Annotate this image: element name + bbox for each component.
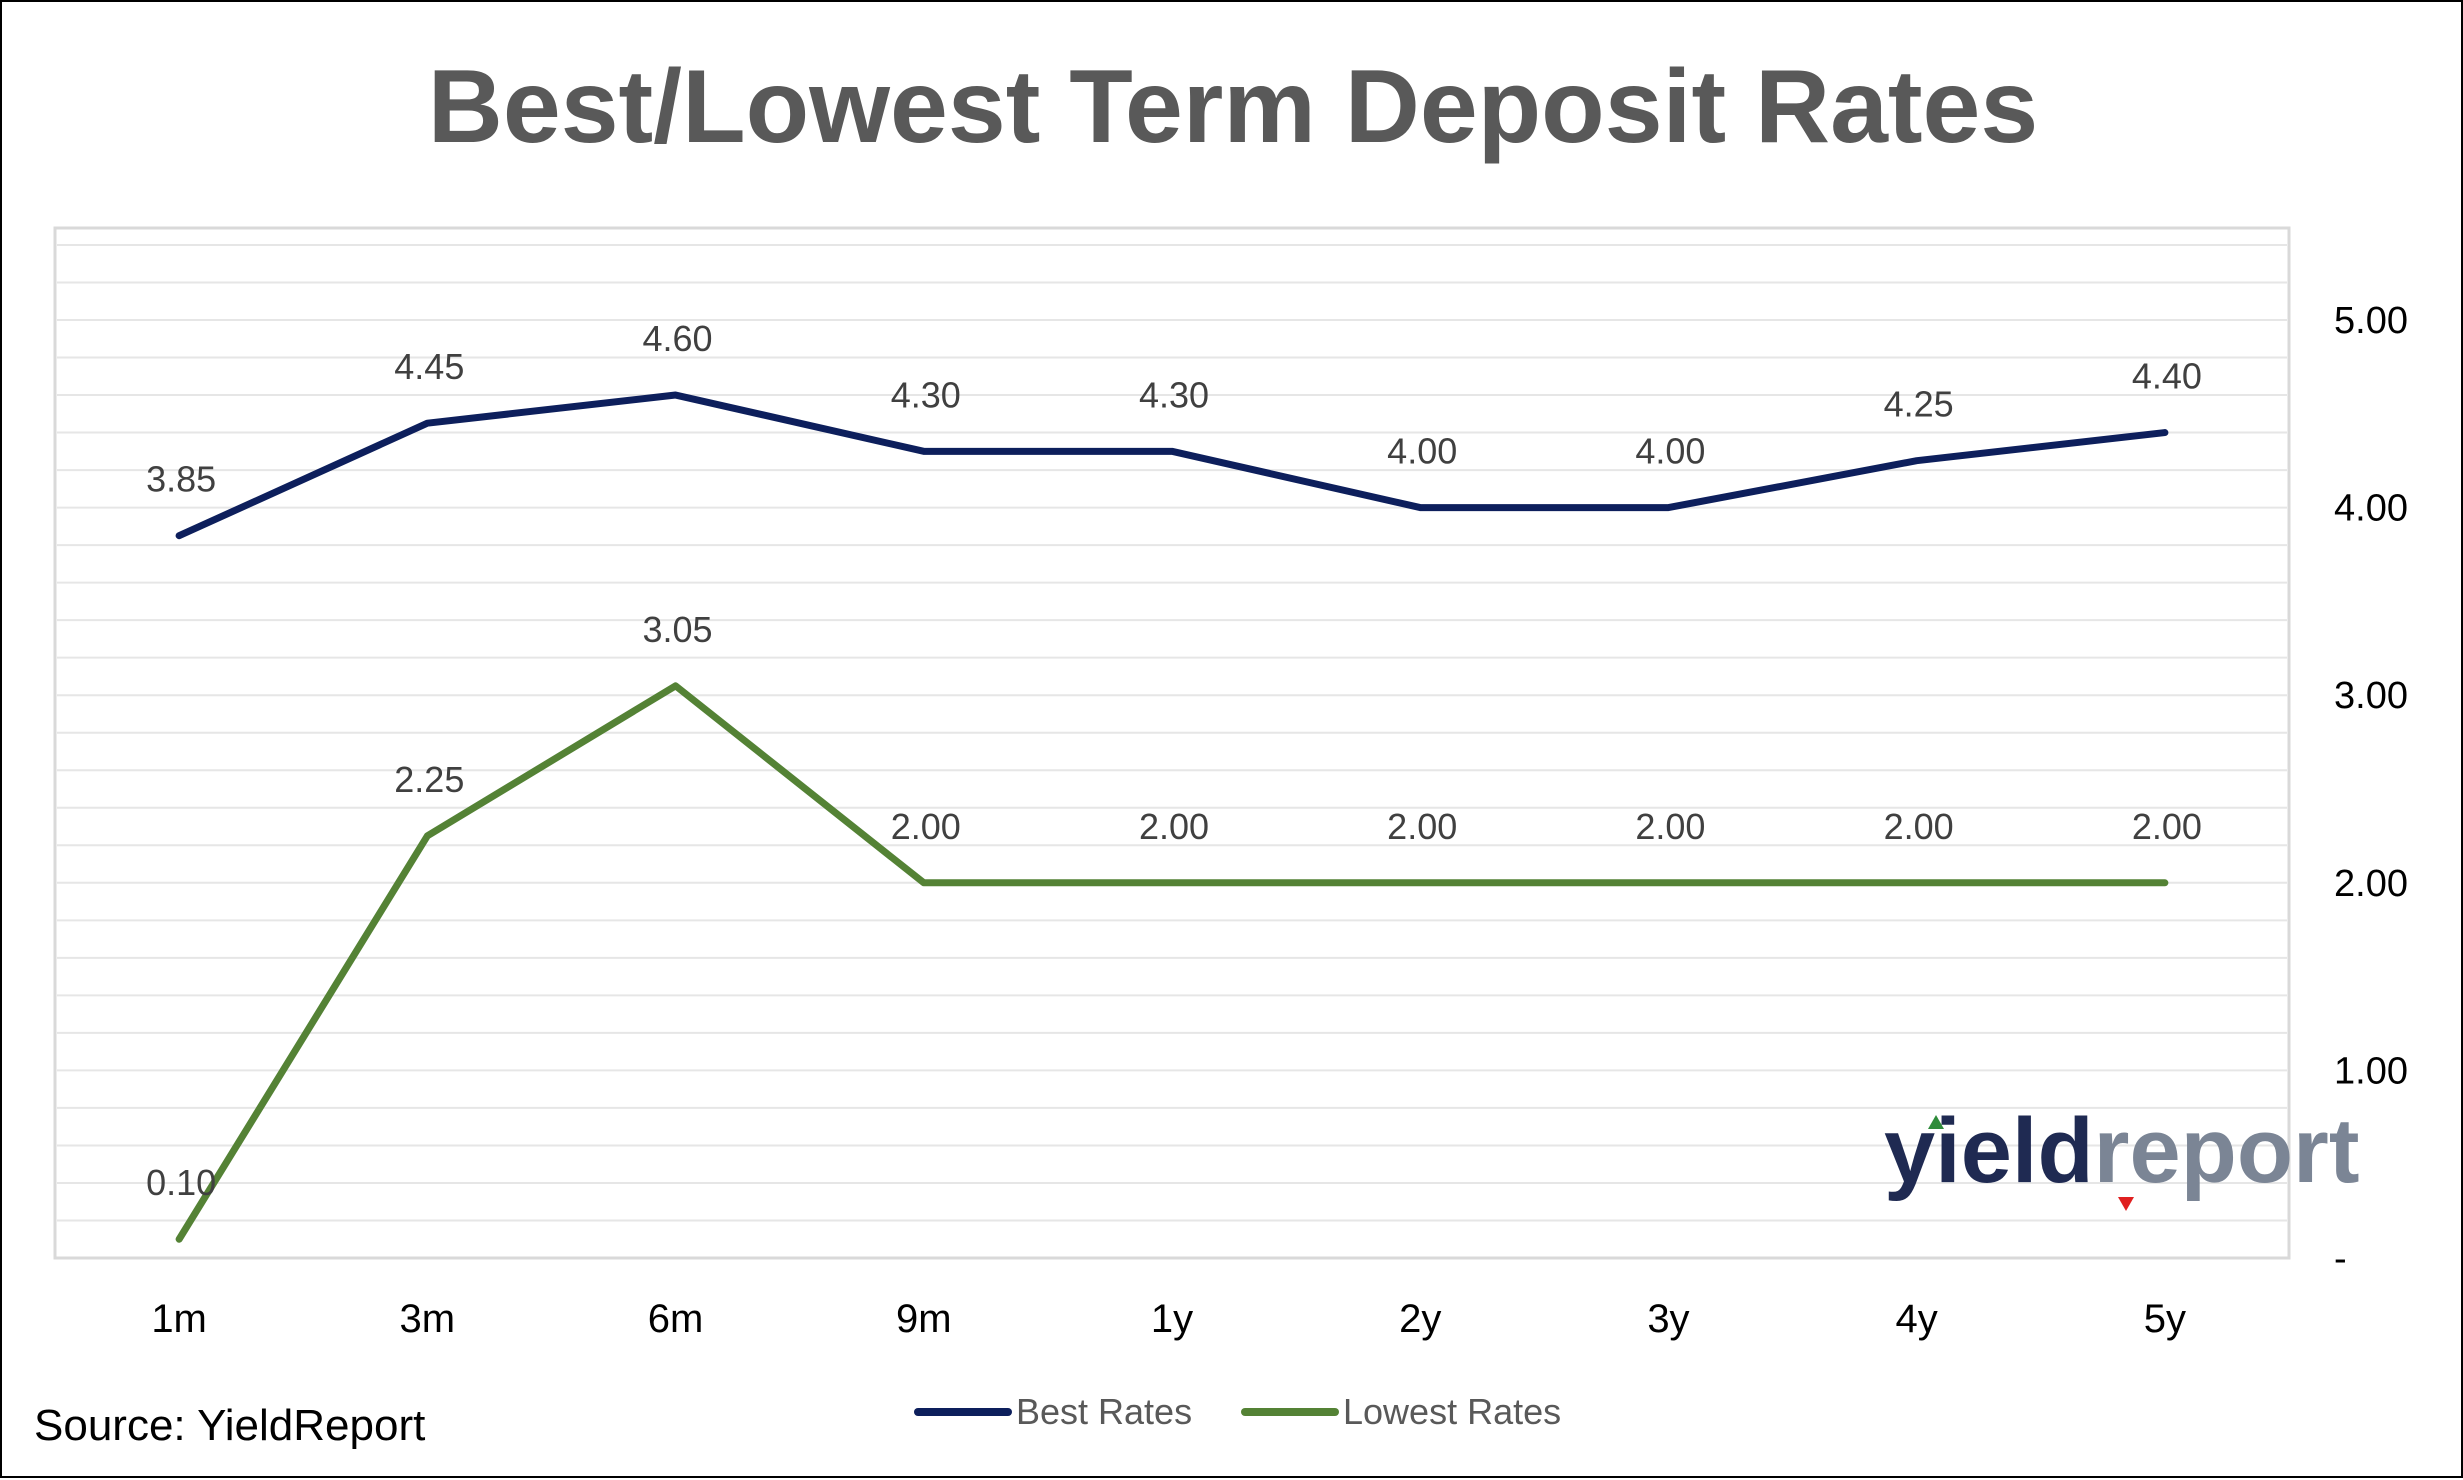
y-axis: - 1.00 2.00 3.00 4.00 5.00: [2334, 300, 2408, 1280]
x-axis: 1m 3m 6m 9m 1y 2y 3y 4y 5y: [151, 1297, 2186, 1341]
data-point: [178, 1238, 181, 1241]
x-tick-label: 4y: [1896, 1297, 1938, 1341]
data-point: [1171, 450, 1173, 453]
data-label: 4.25: [1884, 384, 1954, 425]
data-label: 4.45: [394, 346, 464, 387]
y-tick-label: -: [2334, 1238, 2347, 1280]
x-tick-label: 1m: [151, 1297, 207, 1341]
x-tick-label: 2y: [1399, 1297, 1441, 1341]
data-point: [2163, 881, 2166, 884]
data-point: [1667, 506, 1670, 509]
source-note: Source: YieldReport: [34, 1401, 425, 1450]
data-label: 2.00: [2132, 806, 2202, 847]
data-point: [674, 684, 677, 687]
data-label: 2.00: [1884, 806, 1954, 847]
legend-label-best-rates: Best Rates: [1016, 1391, 1192, 1432]
y-tick-label: 5.00: [2334, 300, 2408, 342]
data-point: [922, 881, 925, 884]
data-label: 4.30: [891, 374, 961, 415]
data-label: 2.00: [1139, 806, 1209, 847]
data-label: 0.10: [146, 1162, 216, 1203]
legend: Best Rates Lowest Rates: [914, 1391, 1561, 1432]
data-point: [1667, 881, 1670, 884]
data-point: [178, 534, 181, 537]
data-point: [2163, 431, 2166, 434]
chart-title: Best/Lowest Term Deposit Rates: [428, 49, 2038, 165]
data-label: 2.25: [394, 759, 464, 800]
data-point: [922, 450, 925, 453]
x-tick-label: 9m: [896, 1297, 952, 1341]
x-tick-label: 6m: [648, 1297, 704, 1341]
data-label: 2.00: [891, 806, 961, 847]
data-labels: 3.85 4.45 4.60 4.30 4.30 4.00 4.00 4.25 4.40 0.10…: [146, 318, 2202, 1203]
data-point: [1915, 881, 1918, 884]
x-tick-label: 5y: [2144, 1297, 2186, 1341]
data-point: [1419, 506, 1422, 509]
data-label: 4.60: [643, 318, 713, 359]
up-arrow-icon: [1928, 1115, 1944, 1129]
y-tick-label: 1.00: [2334, 1050, 2408, 1092]
logo-text: yieldreport: [1884, 1100, 2359, 1202]
data-label: 4.00: [1387, 431, 1457, 472]
logo-part-1: yield: [1884, 1100, 2094, 1202]
y-tick-label: 4.00: [2334, 488, 2408, 530]
data-label: 3.85: [146, 459, 216, 500]
down-arrow-icon: [2118, 1197, 2134, 1211]
data-label: 4.00: [1635, 431, 1705, 472]
data-point: [426, 834, 429, 837]
data-label: 4.30: [1139, 374, 1209, 415]
y-tick-label: 3.00: [2334, 675, 2408, 717]
y-tick-label: 2.00: [2334, 863, 2408, 905]
x-tick-label: 1y: [1151, 1297, 1193, 1341]
data-label: 2.00: [1635, 806, 1705, 847]
series-lines: [175, 391, 2169, 1243]
logo-part-2: report: [2094, 1100, 2360, 1202]
data-point: [1915, 459, 1918, 462]
data-label: 4.40: [2132, 356, 2202, 397]
x-tick-label: 3m: [400, 1297, 456, 1341]
data-point: [1171, 881, 1173, 884]
plot-area: [53, 226, 2291, 1260]
x-tick-label: 3y: [1647, 1297, 1689, 1341]
data-label: 3.05: [643, 609, 713, 650]
data-point: [674, 394, 677, 397]
data-point: [426, 422, 429, 425]
data-label: 2.00: [1387, 806, 1457, 847]
logo: yieldreport: [1884, 1100, 2359, 1211]
data-point: [1419, 881, 1422, 884]
legend-label-lowest-rates: Lowest Rates: [1343, 1391, 1561, 1432]
